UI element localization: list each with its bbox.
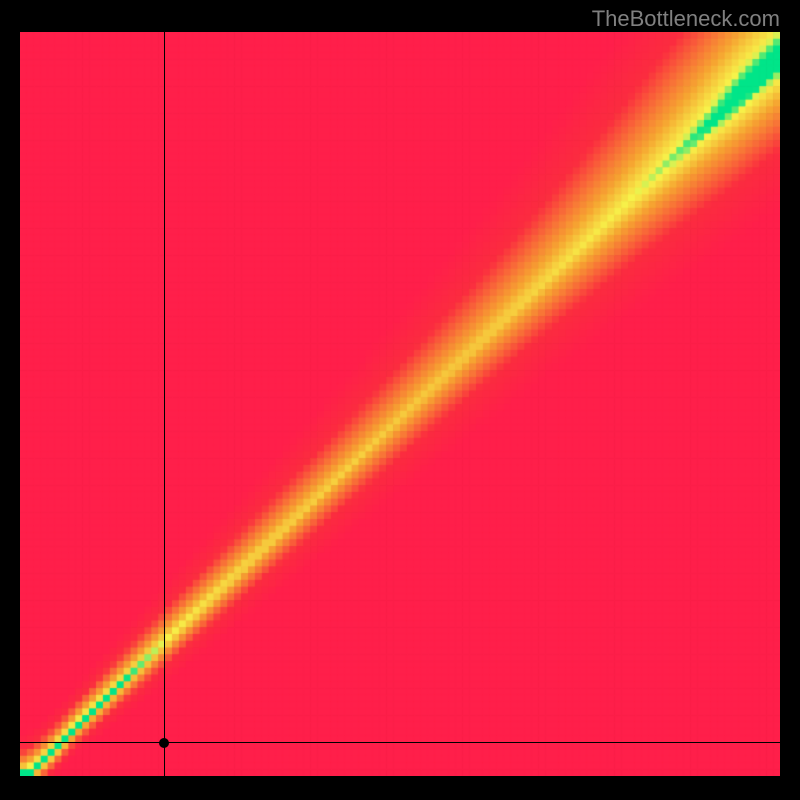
watermark-text: TheBottleneck.com	[592, 6, 780, 32]
crosshair-marker	[159, 738, 169, 748]
heatmap-canvas	[20, 32, 780, 776]
heatmap-plot	[20, 32, 780, 776]
crosshair-horizontal	[20, 742, 780, 743]
chart-container: TheBottleneck.com	[0, 0, 800, 800]
crosshair-vertical	[164, 32, 165, 776]
